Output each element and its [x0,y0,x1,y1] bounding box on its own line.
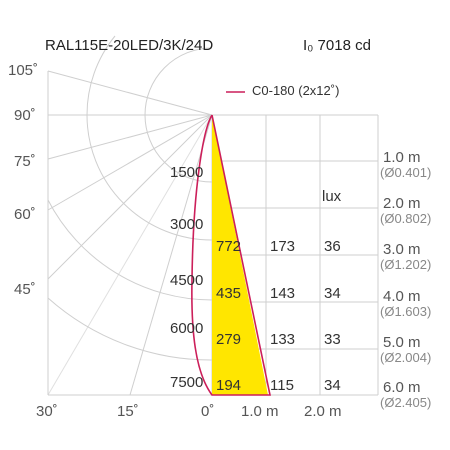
lux-value: 115 [270,377,294,394]
distance-label: 6.0 m [383,379,421,396]
candela-label: 3000 [170,216,204,233]
lux-value: 435 [216,285,242,302]
candela-label: 7500 [170,374,204,391]
lux-value: 133 [270,331,296,348]
diameter-label: (Ø1.202) [380,257,432,272]
lux-value: 34 [324,377,341,394]
intensity-curve-c0-180 [191,114,271,396]
lux-header: lux [322,188,342,205]
lux-value: 143 [270,285,296,302]
distance-label: 5.0 m [383,334,421,351]
angle-label-60: 60˚ [14,206,36,223]
concentric-arcs [47,35,213,361]
angle-label-45: 45˚ [14,281,36,298]
lux-value: 772 [216,238,242,255]
peak-intensity: I₀ 7018 cd [303,37,371,54]
bottom-axis-2m: 2.0 m [304,403,342,420]
bottom-axis-1m: 1.0 m [241,403,279,420]
lux-value: 194 [216,377,242,394]
angle-label-15: 15˚ [117,403,139,420]
lux-value: 279 [216,331,242,348]
angle-label-90: 90˚ [14,107,36,124]
angle-label-105: 105˚ [8,62,39,79]
radial-grid [47,70,213,396]
distance-label: 3.0 m [383,241,421,258]
legend-label: C0-180 (2x12˚) [252,83,340,98]
diameter-label: (Ø0.401) [380,165,432,180]
lux-value: 173 [270,238,296,255]
diameter-label: (Ø2.405) [380,395,432,410]
diameter-label: (Ø2.004) [380,350,432,365]
lux-value: 34 [324,285,341,302]
lux-value: 36 [324,238,341,255]
angle-label-0: 0˚ [201,403,215,420]
diameter-label: (Ø1.603) [380,304,432,319]
candela-label: 1500 [170,164,204,181]
candela-label: 4500 [170,272,204,289]
model-title: RAL115E-20LED/3K/24D [45,37,214,54]
distance-label: 4.0 m [383,288,421,305]
lux-value: 33 [324,331,341,348]
diameter-label: (Ø0.802) [380,211,432,226]
candela-label: 6000 [170,320,204,337]
distance-label: 1.0 m [383,149,421,166]
angle-label-30: 30˚ [36,403,58,420]
distance-label: 2.0 m [383,195,421,212]
angle-label-75: 75˚ [14,153,36,170]
